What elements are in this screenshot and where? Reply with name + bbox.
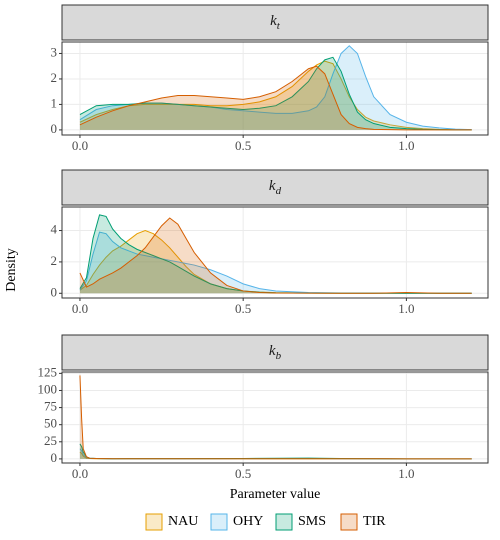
strip-label-main: k <box>270 13 277 29</box>
density-area <box>79 45 472 130</box>
y-tick-label: 75 <box>44 399 57 414</box>
x-tick-label: 0.0 <box>72 301 88 316</box>
x-tick-label: 0.5 <box>235 138 251 153</box>
legend-label: TIR <box>363 514 386 529</box>
density-area <box>79 66 472 130</box>
density-line <box>79 65 472 131</box>
panel-border <box>61 41 489 136</box>
panel-background <box>62 372 488 463</box>
strip-label: kd <box>269 178 282 196</box>
y-tick-label: 2 <box>51 253 58 268</box>
y-tick-label: 125 <box>38 364 58 379</box>
density-line <box>79 217 472 294</box>
panel-background <box>62 42 488 135</box>
density-line <box>79 60 472 131</box>
legend-swatch <box>340 513 358 531</box>
strip-label-main: k <box>269 178 276 194</box>
strip-label-main: k <box>269 343 276 359</box>
density-line <box>79 56 472 131</box>
x-tick-label: 0.5 <box>235 301 251 316</box>
strip-label-sub: b <box>276 350 282 362</box>
strip-background <box>61 169 489 206</box>
y-tick-label: 4 <box>51 222 58 237</box>
strip-background <box>61 4 489 41</box>
strip-background <box>61 334 489 371</box>
x-tick-label: 0.0 <box>72 466 88 481</box>
y-tick-label: 3 <box>51 44 58 59</box>
density-line <box>79 375 472 460</box>
panel-border <box>61 371 489 464</box>
y-tick-label: 0 <box>51 284 58 299</box>
density-area <box>79 230 472 294</box>
y-tick-label: 0 <box>51 121 58 136</box>
y-tick-label: 2 <box>51 70 58 85</box>
x-axis-title: Parameter value <box>230 487 321 502</box>
panel-border <box>61 206 489 299</box>
x-tick-label: 1.0 <box>398 138 414 153</box>
y-tick-label: 100 <box>38 381 58 396</box>
legend-swatch <box>145 513 163 531</box>
density-area <box>79 57 472 130</box>
y-tick-label: 25 <box>44 433 57 448</box>
strip-label-sub: d <box>276 185 282 197</box>
x-tick-label: 1.0 <box>398 466 414 481</box>
density-area <box>79 61 472 130</box>
y-tick-label: 0 <box>51 450 58 465</box>
legend-swatch <box>275 513 293 531</box>
y-tick-label: 50 <box>44 416 57 431</box>
legend-swatch <box>210 513 228 531</box>
strip-label: kb <box>269 343 282 361</box>
x-tick-label: 0.5 <box>235 466 251 481</box>
strip-label-sub: t <box>277 20 281 32</box>
density-area <box>79 232 472 294</box>
x-tick-label: 1.0 <box>398 301 414 316</box>
density-area <box>79 214 472 294</box>
y-axis-title: Density <box>4 248 19 292</box>
strip-label: kt <box>270 13 281 31</box>
legend-label: OHY <box>233 514 263 529</box>
density-area <box>79 217 472 294</box>
y-tick-label: 1 <box>51 95 58 110</box>
x-tick-label: 0.0 <box>72 138 88 153</box>
legend-label: NAU <box>168 514 198 529</box>
legend-label: SMS <box>298 514 326 529</box>
